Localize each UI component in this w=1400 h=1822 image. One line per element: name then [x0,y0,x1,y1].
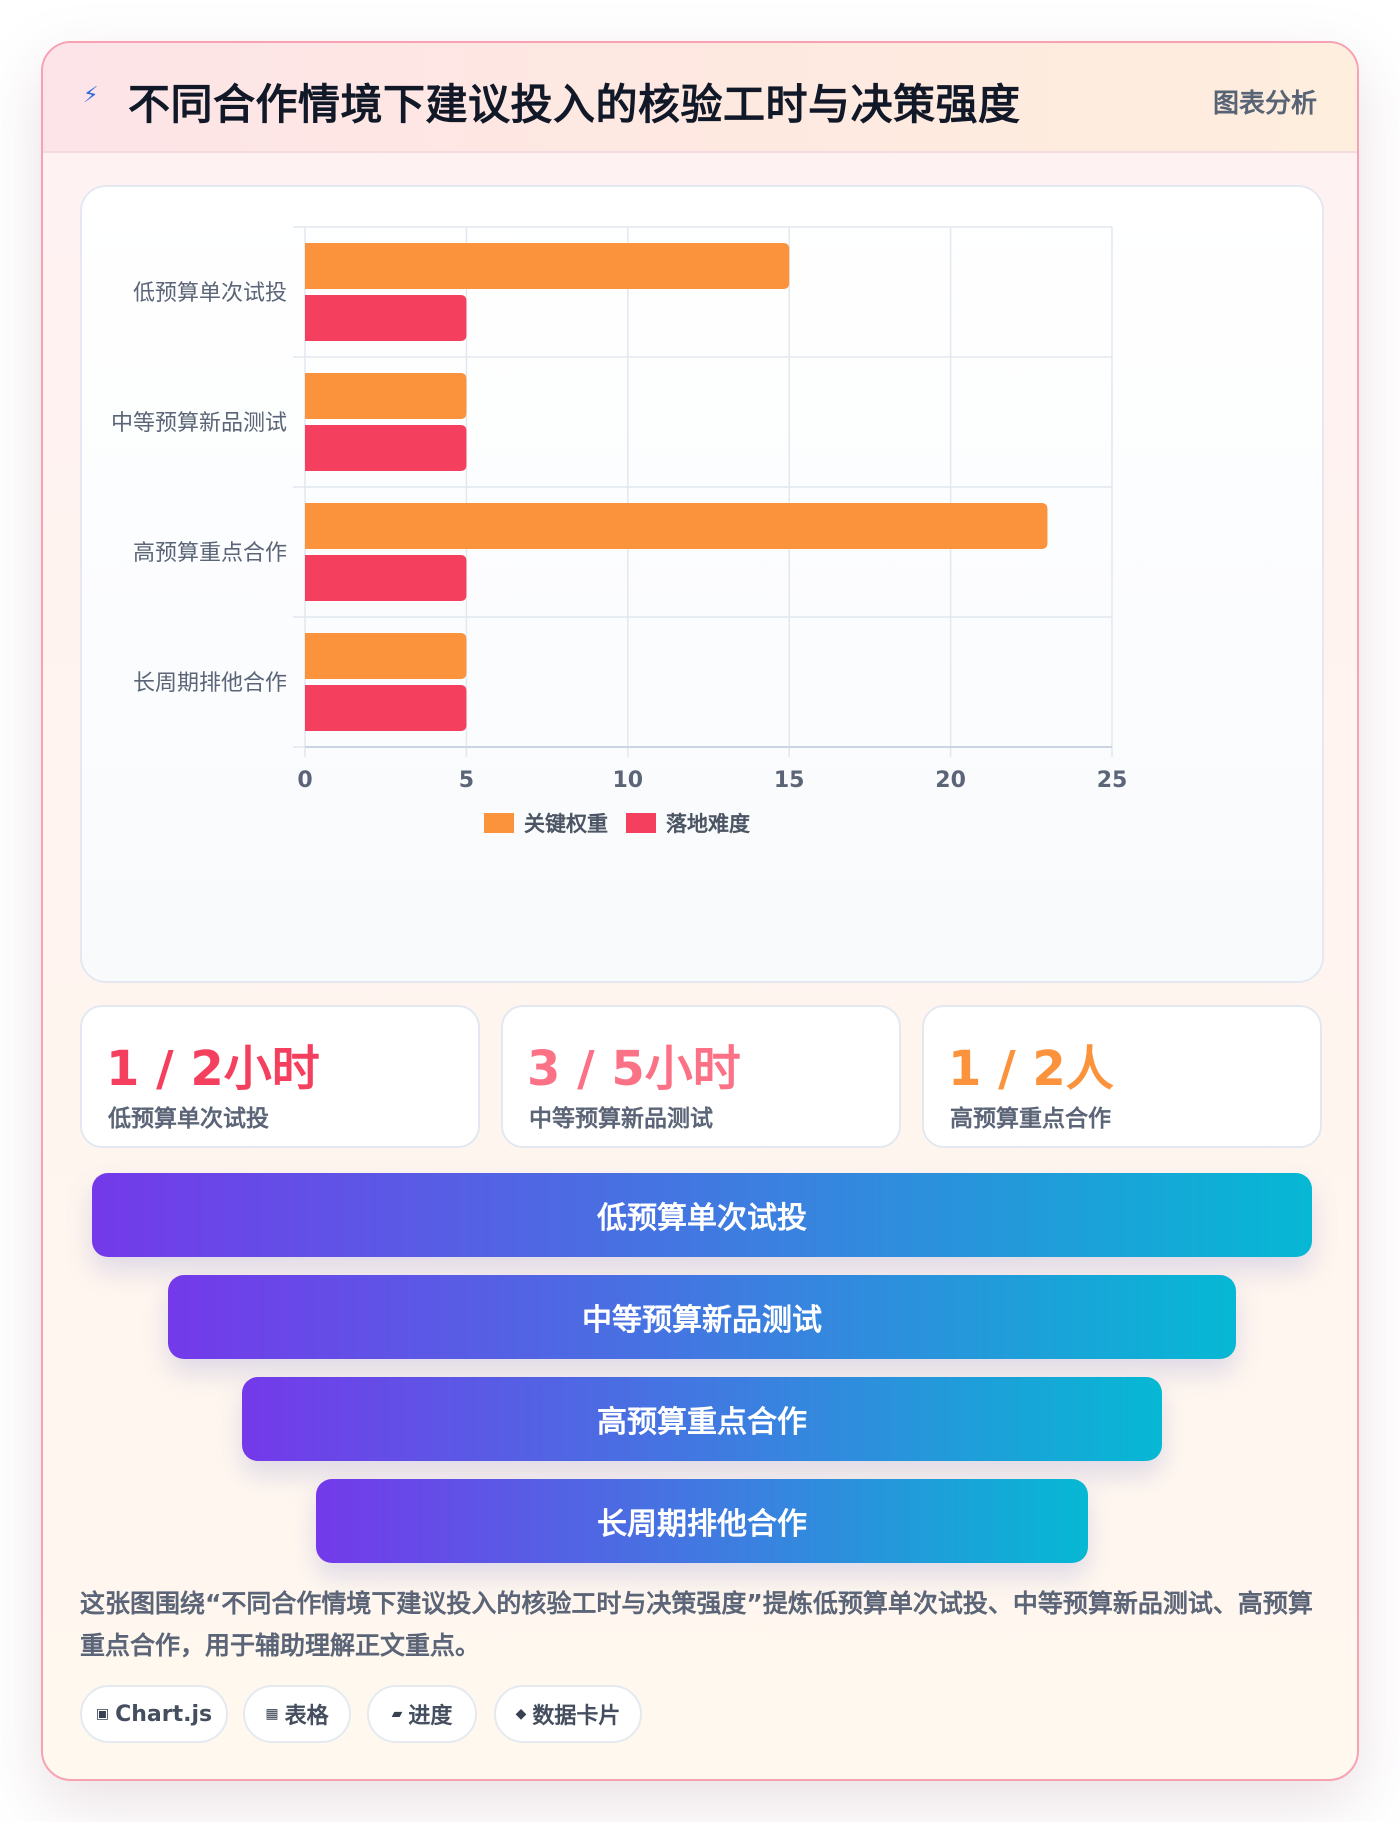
x-tick-label: 5 [459,768,474,793]
y-tick-label: 中等预算新品测试 [111,411,287,436]
funnel-step-1: 低预算单次试投 [92,1173,1312,1257]
legend-label: 落地难度 [666,812,750,836]
chip-label: 数据卡片 [532,1704,621,1729]
progress-icon: ▰ [391,1706,403,1722]
chip-table[interactable]: ▦ 表格 [243,1685,351,1743]
chart-panel: 0 5 10 15 20 25 低预算单次试投中等预算新品测试高预算重点合作 长周期排他合作关… [80,185,1324,983]
chart-analysis-tag: 图表分析 [1212,89,1317,119]
bar [305,633,467,679]
bar [305,425,467,471]
main-card: ⚡ 不同合作情境下建议投入的核验工时与决策强度 图表分析 0 5 10 15 20 25 低… [41,41,1359,1781]
chart-icon: ▣ [95,1706,110,1722]
chip-progress[interactable]: ▰ 进度 [367,1685,477,1743]
stat-value: 1 / 2小时 [106,1041,320,1097]
stat-label: 中等预算新品测试 [529,1106,713,1132]
bar [305,243,790,289]
y-tick-label: 低预算单次试投 [133,281,287,306]
stat-card-2: 3 / 5小时 中等预算新品测试 [501,1005,901,1148]
bar [305,555,467,601]
stat-card-3: 1 / 2人 高预算重点合作 [922,1005,1322,1148]
x-tick-label: 0 [297,768,312,793]
legend-label: 关键权重 [524,812,608,836]
funnel-step-4: 长周期排他合作 [316,1479,1088,1563]
diamond-icon: ◆ [515,1706,527,1722]
stat-value: 3 / 5小时 [527,1041,741,1097]
chip-label: 进度 [408,1704,453,1729]
stat-card-1: 1 / 2小时 低预算单次试投 [80,1005,480,1148]
page-title: 不同合作情境下建议投入的核验工时与决策强度 [128,80,1021,129]
bar [305,685,467,731]
x-tick-label: 15 [774,768,805,793]
funnel-step-2: 中等预算新品测试 [168,1275,1236,1359]
funnel-step-3: 高预算重点合作 [242,1377,1162,1461]
table-icon: ▦ [265,1706,279,1722]
y-tick-label: 高预算重点合作 [133,541,287,566]
y-tick-label: 长周期排他合作 [133,671,287,696]
x-tick-label: 25 [1097,768,1128,793]
card-header: ⚡ 不同合作情境下建议投入的核验工时与决策强度 图表分析 [43,43,1357,153]
bolt-icon: ⚡ [83,83,99,108]
chip-label: 表格 [284,1704,329,1729]
bar-chart: 0 5 10 15 20 25 低预算单次试投中等预算新品测试高预算重点合作长周期排他合作关… [111,226,1128,836]
bar [305,373,467,419]
chip-chartjs[interactable]: ▣ Chart.js [80,1685,228,1743]
x-tick-label: 20 [935,768,966,793]
bar [305,295,467,341]
stat-value: 1 / 2人 [948,1041,1114,1097]
chip-label: Chart.js [115,1701,213,1727]
summary-text: 这张图围绕“不同合作情境下建议投入的核验工时与决策强度”提炼低预算单次试投、中等… [80,1589,1313,1660]
legend-swatch [484,813,514,833]
chip-data-card[interactable]: ◆ 数据卡片 [494,1685,642,1743]
stat-label: 高预算重点合作 [950,1106,1111,1132]
stat-label: 低预算单次试投 [108,1106,269,1132]
bar [305,503,1048,549]
x-tick-label: 10 [612,768,643,793]
legend-swatch [626,813,656,833]
